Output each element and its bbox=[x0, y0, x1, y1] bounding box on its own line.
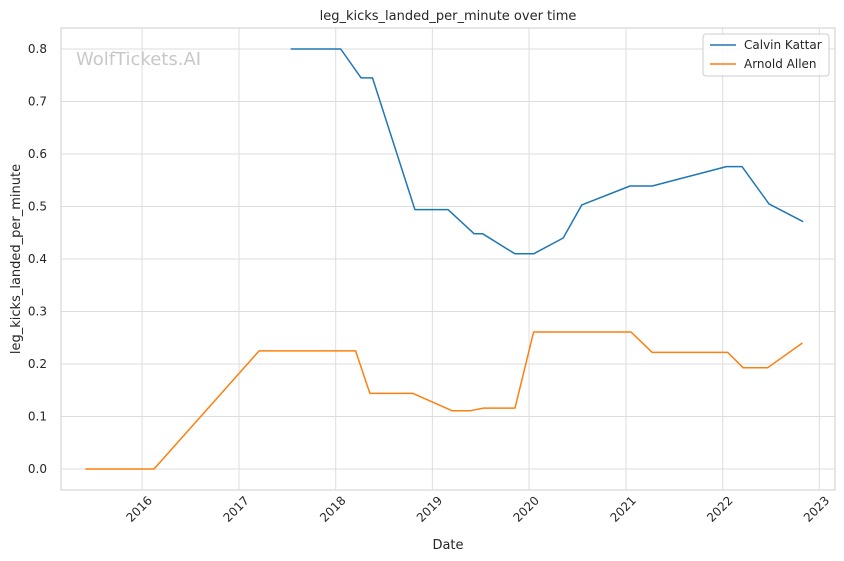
x-axis-label: Date bbox=[432, 538, 463, 553]
y-tick-label: 0.7 bbox=[28, 95, 47, 109]
y-tick-label: 0.3 bbox=[28, 305, 47, 319]
x-tick-label: 2022 bbox=[704, 493, 735, 524]
y-tick-label: 0.6 bbox=[28, 147, 47, 161]
x-tick-label: 2016 bbox=[123, 493, 154, 524]
legend-label-arnold-allen: Arnold Allen bbox=[744, 57, 817, 71]
series-line-arnold-allen bbox=[85, 331, 803, 470]
x-axis-ticks: 2016 2017 2018 2019 2020 2021 2022 2023 bbox=[123, 493, 832, 524]
x-tick-label: 2017 bbox=[220, 493, 251, 524]
y-tick-label: 0.4 bbox=[28, 252, 47, 266]
x-tick-label: 2021 bbox=[607, 493, 638, 524]
x-tick-label: 2023 bbox=[801, 493, 832, 524]
watermark: WolfTickets.AI bbox=[76, 49, 201, 70]
legend: Calvin Kattar Arnold Allen bbox=[702, 33, 830, 77]
y-tick-label: 0.5 bbox=[28, 200, 47, 214]
y-axis-ticks: 0.0 0.1 0.2 0.3 0.4 0.5 0.6 0.7 0.8 bbox=[28, 42, 47, 476]
y-tick-label: 0.0 bbox=[28, 462, 47, 476]
chart-title: leg_kicks_landed_per_minute over time bbox=[320, 9, 577, 24]
x-tick-label: 2020 bbox=[510, 493, 541, 524]
grid bbox=[61, 28, 835, 490]
series-lines bbox=[85, 48, 804, 470]
y-tick-label: 0.8 bbox=[28, 42, 47, 56]
y-tick-label: 0.2 bbox=[28, 357, 47, 371]
y-tick-label: 0.1 bbox=[28, 410, 47, 424]
y-axis-label: leg_kicks_landed_per_minute bbox=[9, 164, 24, 354]
x-tick-label: 2018 bbox=[317, 493, 348, 524]
legend-label-calvin-kattar: Calvin Kattar bbox=[744, 38, 822, 52]
x-tick-label: 2019 bbox=[414, 493, 445, 524]
series-line-calvin-kattar bbox=[290, 48, 804, 255]
